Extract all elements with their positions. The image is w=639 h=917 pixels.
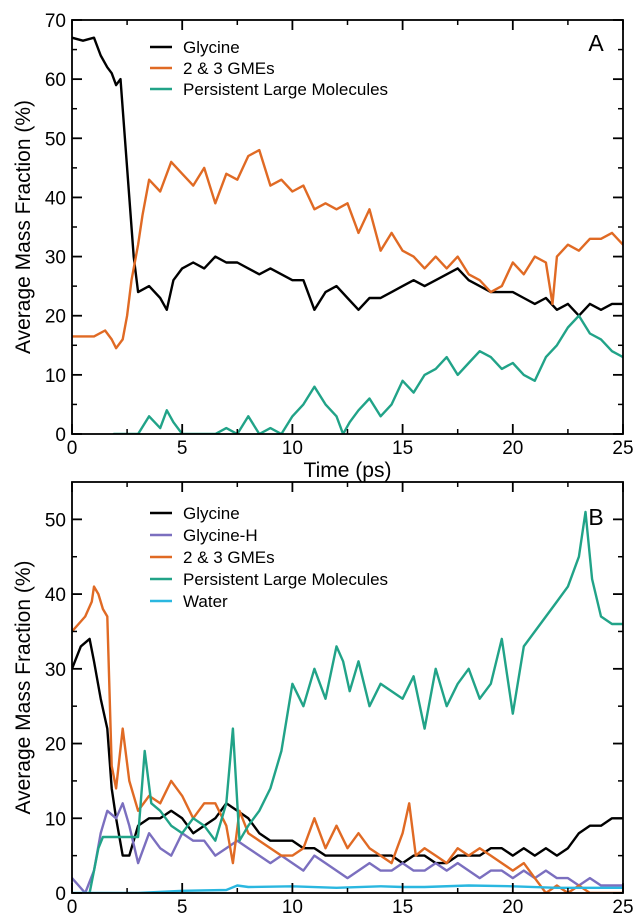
series-line-water [72,884,623,893]
panel-label: A [588,30,604,56]
y-tick-label: 40 [45,188,66,209]
y-tick-label: 50 [45,510,66,531]
y-tick-label: 0 [55,884,66,905]
y-tick-label: 30 [45,248,66,269]
chart-panel-B: 051015202501020304050Time (ps)Average Ma… [12,481,634,917]
x-tick-label: 15 [392,897,413,917]
x-tick-label: 25 [612,897,633,917]
plot-frame [71,481,624,894]
x-tick-label: 0 [67,897,78,917]
series-line-persistent-large-molecules [112,314,623,434]
y-tick-label: 70 [45,11,66,32]
y-tick-label: 20 [45,307,66,328]
series-group [72,510,623,893]
series-line-2-3-gmes [72,585,623,893]
legend-entry: Persistent Large Molecules [183,80,388,99]
x-tick-label: 20 [502,438,523,459]
y-tick-label: 50 [45,129,66,150]
legend-entry: Water [183,592,228,611]
legend-entry: Glycine [183,504,240,523]
x-axis-label: Time (ps) [304,459,392,482]
series-line-glycine-h [72,802,623,893]
legend: Glycine Glycine-H 2 & 3 GMEs Persistent Lar… [150,504,388,611]
y-tick-label: 10 [45,366,66,387]
legend-entry: Glycine [183,38,240,57]
series-line-glycine [72,637,623,865]
y-tick-label: 60 [45,70,66,91]
x-tick-label: 20 [502,897,523,917]
x-tick-label: 10 [282,897,303,917]
y-tick-label: 40 [45,585,66,606]
y-tick-label: 30 [45,660,66,681]
series-group [72,36,623,434]
legend-entry: Persistent Large Molecules [183,570,388,589]
legend: Glycine 2 & 3 GMEs Persistent Large Molecu… [150,38,388,99]
chart-panel-A: 0 5 10 15 20 25 0 10 20 30 40 50 60 70 Time (ps) Averag… [12,11,634,482]
x-tick-label: 10 [282,438,303,459]
y-tick-label: 0 [55,425,66,446]
x-tick-label: 5 [177,897,188,917]
legend-entry: 2 & 3 GMEs [183,59,275,78]
y-tick-label: 10 [45,809,66,830]
x-tick-label: 0 [67,438,78,459]
legend-entry: Glycine-H [183,526,258,545]
legend-entry: 2 & 3 GMEs [183,548,275,567]
x-tick-label: 15 [392,438,413,459]
x-tick-label: 25 [612,438,633,459]
y-axis-label: Average Mass Fraction (%) [12,560,35,814]
y-tick-label: 20 [45,735,66,756]
panel-label: B [588,504,603,530]
series-line-2-3-gmes [72,148,623,350]
y-axis-label: Average Mass Fraction (%) [12,100,35,354]
x-tick-label: 5 [177,438,188,459]
series-line-glycine [72,36,623,317]
series-line-persistent-large-molecules [88,510,623,893]
